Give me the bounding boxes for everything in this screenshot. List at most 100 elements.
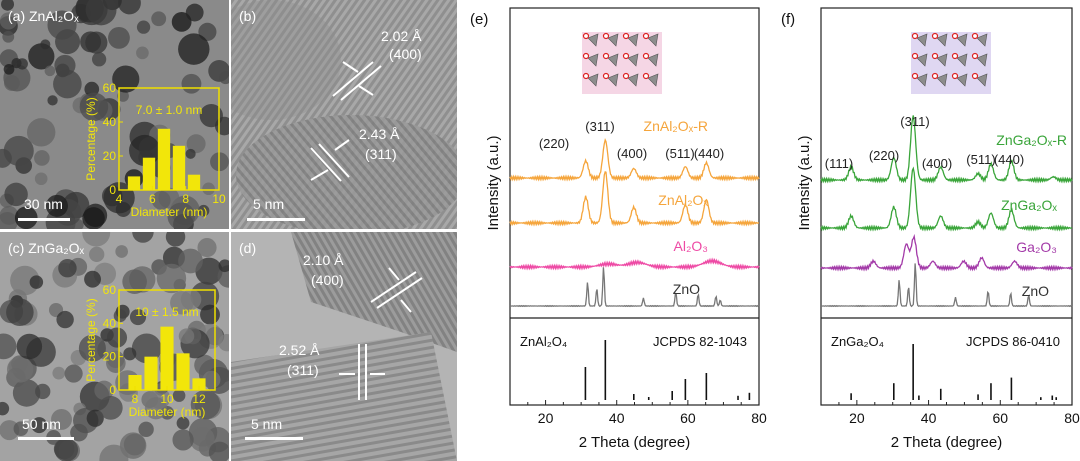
inset-xtick-label: 4 — [116, 192, 123, 206]
particle — [151, 190, 171, 210]
particle — [1, 0, 15, 11]
particle — [58, 258, 77, 278]
panel-label: (e) — [470, 11, 488, 28]
peak-label: (111) — [825, 156, 853, 171]
particle — [176, 416, 190, 430]
particle — [194, 354, 216, 376]
d-spacing-d-1: 2.10 Å — [303, 252, 344, 268]
tetrahedron — [587, 53, 599, 67]
tem-panel-d: (d) 2.10 Å (400) 2.52 Å (311) 5 nm — [231, 232, 457, 461]
inset-annotation: 7.0 ± 1.0 nm — [136, 103, 203, 117]
oxygen-atom — [622, 72, 630, 80]
particle — [172, 429, 194, 451]
particle — [84, 270, 101, 288]
peak-label: (440) — [994, 152, 1024, 167]
tetrahedron — [916, 33, 928, 47]
histogram-bar — [192, 378, 206, 390]
peak-label: (311) — [900, 114, 929, 129]
xrd-chart-f: (f) ZnGa₂Oₓ-R ZnGa₂Oₓ Ga₂O₃ ZnO (111) (220) (31… — [781, 7, 1080, 451]
particle — [118, 0, 141, 15]
particle — [16, 333, 43, 360]
y-axis-label: Intensity (a.u.) — [796, 135, 813, 230]
particle — [94, 380, 114, 401]
particle — [112, 65, 140, 93]
histogram-bar — [160, 326, 174, 390]
particle — [2, 30, 15, 43]
particle — [14, 206, 38, 229]
series-label: ZnGa₂Oₓ — [1001, 197, 1057, 213]
x-tick-label: 80 — [751, 410, 767, 426]
tetrahedron — [916, 73, 928, 87]
particle — [199, 104, 223, 128]
particle — [185, 148, 196, 159]
particle — [178, 328, 195, 344]
histogram-bar — [172, 145, 186, 190]
inset-ytick-label: 0 — [109, 383, 116, 397]
peak-label: (400) — [922, 156, 952, 171]
tem-label-a: (a) ZnAl₂Oₓ — [8, 8, 79, 24]
tem-image-d — [231, 232, 457, 461]
particle — [167, 202, 196, 229]
x-axis-label: 2 Theta (degree) — [579, 434, 690, 451]
particle — [178, 33, 210, 65]
peak-label: (511) — [665, 146, 694, 161]
inset-annotation: 10 ± 1.5 nm — [135, 305, 198, 319]
tem-image-a — [0, 0, 229, 229]
particle — [218, 259, 229, 273]
particle — [136, 46, 149, 60]
series-label: Al₂O₃ — [674, 238, 708, 254]
particle — [108, 26, 130, 49]
series-label: Ga₂O₃ — [1016, 239, 1057, 255]
particle — [202, 370, 221, 389]
histogram-bar — [187, 174, 201, 190]
particle — [0, 401, 10, 416]
peak-label: (440) — [694, 146, 724, 161]
particle — [0, 12, 18, 30]
particle — [78, 334, 106, 362]
series-label: ZnAl₂Oₓ-R — [644, 118, 708, 134]
inset-xtick-label: 8 — [182, 192, 189, 206]
tetrahedron — [627, 33, 639, 47]
x-axis-label: 2 Theta (degree) — [891, 434, 1002, 451]
particle — [53, 69, 82, 99]
plane-b-1: (400) — [389, 46, 422, 62]
inset-ytick-label: 20 — [103, 149, 117, 163]
particle — [106, 327, 128, 348]
tem-panel-c: (c) ZnGa₂Oₓ 50 nm 0 20 40 60 8 10 12 10 ± 1.5 n… — [0, 232, 229, 461]
particle — [0, 212, 18, 229]
oxygen-atom — [582, 72, 590, 80]
oxygen-atom — [622, 52, 630, 60]
particle — [85, 0, 117, 26]
particle — [132, 232, 154, 243]
peak-label: (220) — [539, 136, 569, 151]
particle — [4, 182, 28, 207]
oxygen-atom — [911, 32, 919, 40]
tetrahedron — [976, 53, 988, 67]
reference-card: JCPDS 86-0410 — [966, 334, 1060, 349]
oxygen-atom — [642, 72, 650, 80]
tem-label-b: (b) — [239, 8, 257, 24]
xrd-trace — [509, 267, 760, 308]
tetrahedron — [607, 53, 619, 67]
oxygen-atom — [642, 52, 650, 60]
oxygen-atom — [951, 32, 959, 40]
tetrahedron — [956, 53, 968, 67]
particle — [99, 444, 129, 461]
particle — [131, 333, 162, 364]
oxygen-atom — [971, 72, 979, 80]
x-tick-label: 40 — [921, 410, 937, 426]
x-tick-label: 80 — [1064, 410, 1080, 426]
oxygen-atom — [951, 72, 959, 80]
panel-label: (f) — [781, 11, 795, 28]
inset-xtick-label: 12 — [192, 392, 206, 406]
x-tick-label: 40 — [609, 410, 625, 426]
series-label: ZnO — [1022, 283, 1049, 299]
oxygen-atom — [931, 72, 939, 80]
crystal-structure-icon — [911, 32, 991, 94]
particle — [29, 275, 44, 289]
oxygen-atom — [622, 32, 630, 40]
particle — [64, 364, 83, 383]
x-tick-label: 20 — [538, 410, 554, 426]
reference-card: JCPDS 82-1043 — [653, 334, 747, 349]
peak-label: (220) — [869, 148, 899, 163]
